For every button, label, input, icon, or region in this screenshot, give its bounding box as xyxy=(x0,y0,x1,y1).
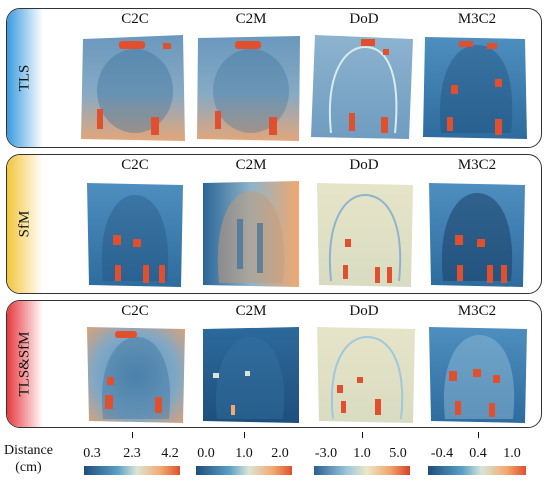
distance-map-sfm-dod xyxy=(317,183,413,287)
panel-title: C2M xyxy=(235,11,267,27)
colorbar-gradient xyxy=(84,466,180,475)
row-tls: TLS C2C C2M DoD M3C2 xyxy=(6,8,542,148)
distance-map-sfm-c2m xyxy=(203,181,299,287)
colorbar-max-label: 4.2 xyxy=(161,446,179,461)
distance-map-sfm-m3c2 xyxy=(429,183,525,287)
colorbar-min-label: 0.3 xyxy=(83,446,101,461)
colorbar-min-label: 0.0 xyxy=(197,446,215,461)
colorbar-min-label: -0.4 xyxy=(430,446,454,461)
panel-title: DoD xyxy=(349,303,379,319)
colorbar-gradient xyxy=(314,466,410,475)
panel-title: C2M xyxy=(235,303,267,319)
colorbar-max-label: 1.0 xyxy=(503,446,521,461)
colorbar-mid-label: 1.0 xyxy=(235,446,253,461)
distance-map-sfm-c2c xyxy=(87,183,183,287)
panel-title: DoD xyxy=(349,157,379,173)
distance-map-tls-sfm-dod xyxy=(317,327,415,423)
row-label-background xyxy=(7,9,43,147)
distance-map-tls-sfm-c2m xyxy=(203,327,299,423)
colorbar-mid-label: 2.3 xyxy=(123,446,141,461)
panel-title: M3C2 xyxy=(457,303,497,319)
panel-title: C2M xyxy=(235,157,267,173)
colorbar-mid-label: 0.4 xyxy=(469,446,487,461)
colorbar-gradient xyxy=(428,466,526,475)
colorbar-gradient xyxy=(196,466,292,475)
panel-title: M3C2 xyxy=(457,11,497,27)
panel-title: C2C xyxy=(121,157,149,173)
row-tls-sfm: TLS&SfM C2C C2M DoD M3C2 xyxy=(6,300,542,428)
panel-title: C2C xyxy=(121,303,149,319)
distance-map-tls-sfm-c2c xyxy=(87,327,185,423)
distance-map-tls-c2c xyxy=(81,35,185,141)
colorbar-max-label: 2.0 xyxy=(271,446,289,461)
row-label-background xyxy=(7,301,43,427)
row-label-tls-sfm: TLS&SfM xyxy=(16,331,33,397)
row-sfm: SfM C2C C2M DoD M3C2 xyxy=(6,154,542,294)
colorbar-min-label: -3.0 xyxy=(314,446,338,461)
distance-map-tls-sfm-m3c2 xyxy=(429,327,527,423)
distance-map-tls-c2m xyxy=(197,36,300,141)
distance-map-tls-dod xyxy=(311,35,413,139)
row-label-tls: TLS xyxy=(16,64,33,92)
panel-title: DoD xyxy=(349,11,379,27)
legend-title: Distance (cm) xyxy=(4,443,53,475)
distance-map-tls-m3c2 xyxy=(423,37,527,139)
colorbar-max-label: 5.0 xyxy=(389,446,407,461)
row-label-background xyxy=(7,155,43,293)
row-label-sfm: SfM xyxy=(16,210,33,238)
colorbar-mid-label: 1.0 xyxy=(353,446,371,461)
panel-title: M3C2 xyxy=(457,157,497,173)
panel-title: C2C xyxy=(121,11,149,27)
